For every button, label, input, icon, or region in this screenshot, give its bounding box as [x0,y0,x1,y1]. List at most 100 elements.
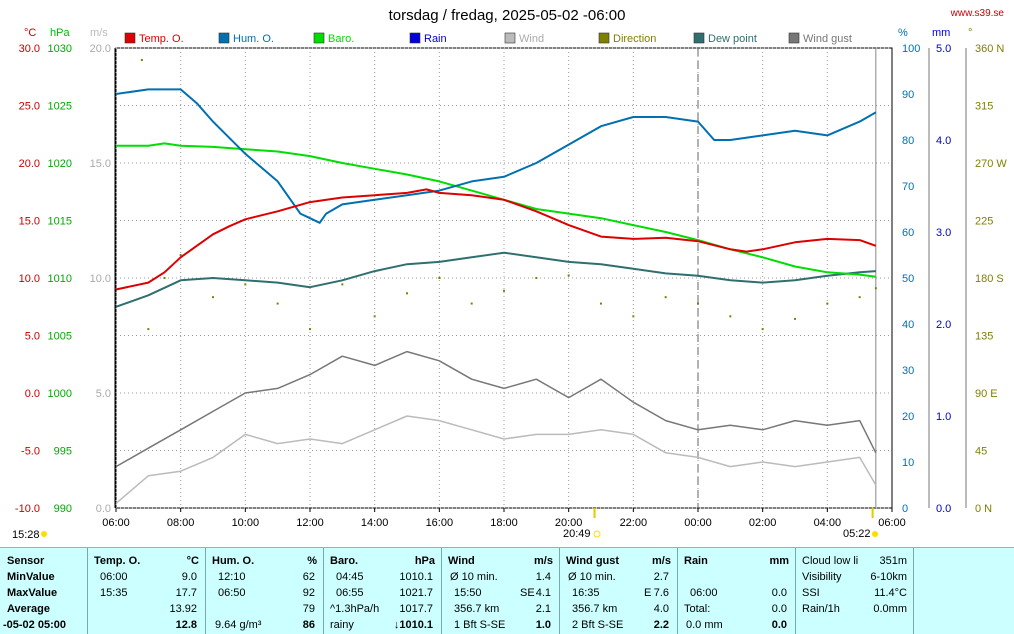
legend-item: Rain [409,32,447,45]
legend-label: Temp. O. [139,33,184,45]
visibility-label: Visibility [802,571,842,583]
legend-label: Direction [613,33,656,45]
baro-current-value: ↓1010.1 [393,619,433,631]
direction-point [858,296,861,299]
direction-point [567,274,570,277]
baro-min-value: 1010.1 [399,571,433,583]
gust-max-time: 16:35 [572,587,600,599]
direction-point [438,277,441,279]
wind-unit-label: m/s [90,27,108,39]
sun-icon-2 [872,531,878,537]
dir-tick-label: 90 E [975,388,998,400]
legend-item: Dew point [693,32,757,45]
temp-tick-label: 30.0 [19,43,40,55]
gust-beaufort: 2 Bft S-SE [572,619,624,631]
hum-min-value: 62 [302,571,315,583]
legend-label: Rain [424,33,447,45]
dir-tick-label: 135 [975,331,993,343]
min-label: MinValue [7,571,55,583]
legend-label: Wind gust [803,33,852,45]
direction-point [147,328,150,331]
baro-header: Baro. [330,555,359,567]
direction-point [341,283,344,286]
legend-swatch [598,32,610,44]
hum-current-value: 86 [302,619,315,631]
x-tick-label: 02:00 [749,517,777,529]
x-tick-label: 22:00 [620,517,648,529]
hum-max-time: 06:50 [218,587,246,599]
rain-tick-label: 4.0 [936,135,951,147]
legend-swatch [788,32,800,44]
x-tick-label: 06:00 [878,517,906,529]
dir-tick-label: 0 N [975,503,992,515]
rain-total-value: 0.0 [771,603,787,615]
rain-column: Rain mm 06:00 0.0 Total: 0.0 0.0 mm 0.0 [678,548,796,634]
site-link[interactable]: www.s39.se [950,8,1005,19]
wind-column: Wind m/s Ø 10 min. 1.4 15:50 SE 4.1 356.7 km… [442,548,560,634]
hum-tick-label: 10 [902,457,914,469]
current-label: -05-02 05:00 [3,619,66,631]
gust-run: 356.7 km [572,603,618,615]
dir-tick-label: 180 S [975,273,1004,285]
ssi-label: SSI [802,587,820,599]
wind-avg10-value: 1.4 [535,571,551,583]
direction-point [244,283,247,286]
x-tick-label: 06:00 [102,517,130,529]
visibility-value: 6-10km [870,571,907,583]
dir-tick-label: 360 N [975,43,1004,55]
legend-item: Wind gust [788,32,852,45]
baro-unit: hPa [414,555,435,567]
rain1h-value: 0.0mm [873,603,907,615]
summary-table: Sensor MinValue MaxValue Average -05-02 … [0,547,1014,634]
dir-tick-label: 270 W [975,158,1007,170]
rain-header: Rain [684,555,708,567]
wind-header: Wind [448,555,475,567]
temp-max-time: 15:35 [100,587,128,599]
temp-column: Temp. O. °C 06:00 9.0 15:35 17.7 13.92 12.8 [88,548,206,634]
legend-swatch [504,32,516,44]
cloud-value: 351m [879,555,907,567]
hum-tick-label: 20 [902,411,914,423]
sun-icon [41,531,47,537]
series-hum-o [115,88,877,224]
series-wind-gust [115,350,877,468]
rain-unit: mm [769,555,789,567]
series-dew-point [115,251,876,308]
wind-max-value: 4.1 [535,587,551,599]
dir-tick-label: 315 [975,101,993,113]
temp-tick-label: 20.0 [19,158,40,170]
temp-min-time: 06:00 [100,571,128,583]
temp-tick-label: -5.0 [21,446,40,458]
baro-tick-label: 1005 [48,331,72,343]
x-tick-label: 04:00 [814,517,842,529]
direction-point [276,302,279,305]
baro-tick-label: 1020 [48,158,72,170]
dir-tick-label: 225 [975,216,993,228]
temp-tick-label: -10.0 [15,503,40,515]
hum-unit: % [307,555,317,567]
baro-tick-label: 1030 [48,43,72,55]
chart-grid [115,47,893,509]
rain1h-label: Rain/1h [802,603,840,615]
baro-tick-label: 1010 [48,273,72,285]
hum-abs-value: 9.64 g/m³ [215,619,262,631]
cloud-label: Cloud low li [802,555,859,567]
sensor-column: Sensor MinValue MaxValue Average -05-02 … [0,548,88,634]
dir-unit-label: ° [968,27,972,39]
rain-tick-label: 2.0 [936,319,951,331]
direction-point [826,302,829,305]
dir-tick-label: 45 [975,446,987,458]
wind-current-value: 1.0 [535,619,551,631]
direction-point [406,292,408,295]
series-temp-o [115,188,877,291]
baro-tick-label: 990 [54,503,72,515]
direction-point [600,302,602,305]
x-tick-label: 16:00 [426,517,454,529]
rain-max-value: 0.0 [771,587,787,599]
direction-point [729,315,732,318]
legend-swatch [313,32,325,44]
legend-label: Wind [519,33,544,45]
baro-forecast: rainy [330,619,354,631]
temp-unit: °C [186,555,199,567]
temp-max-value: 17.7 [175,587,197,599]
